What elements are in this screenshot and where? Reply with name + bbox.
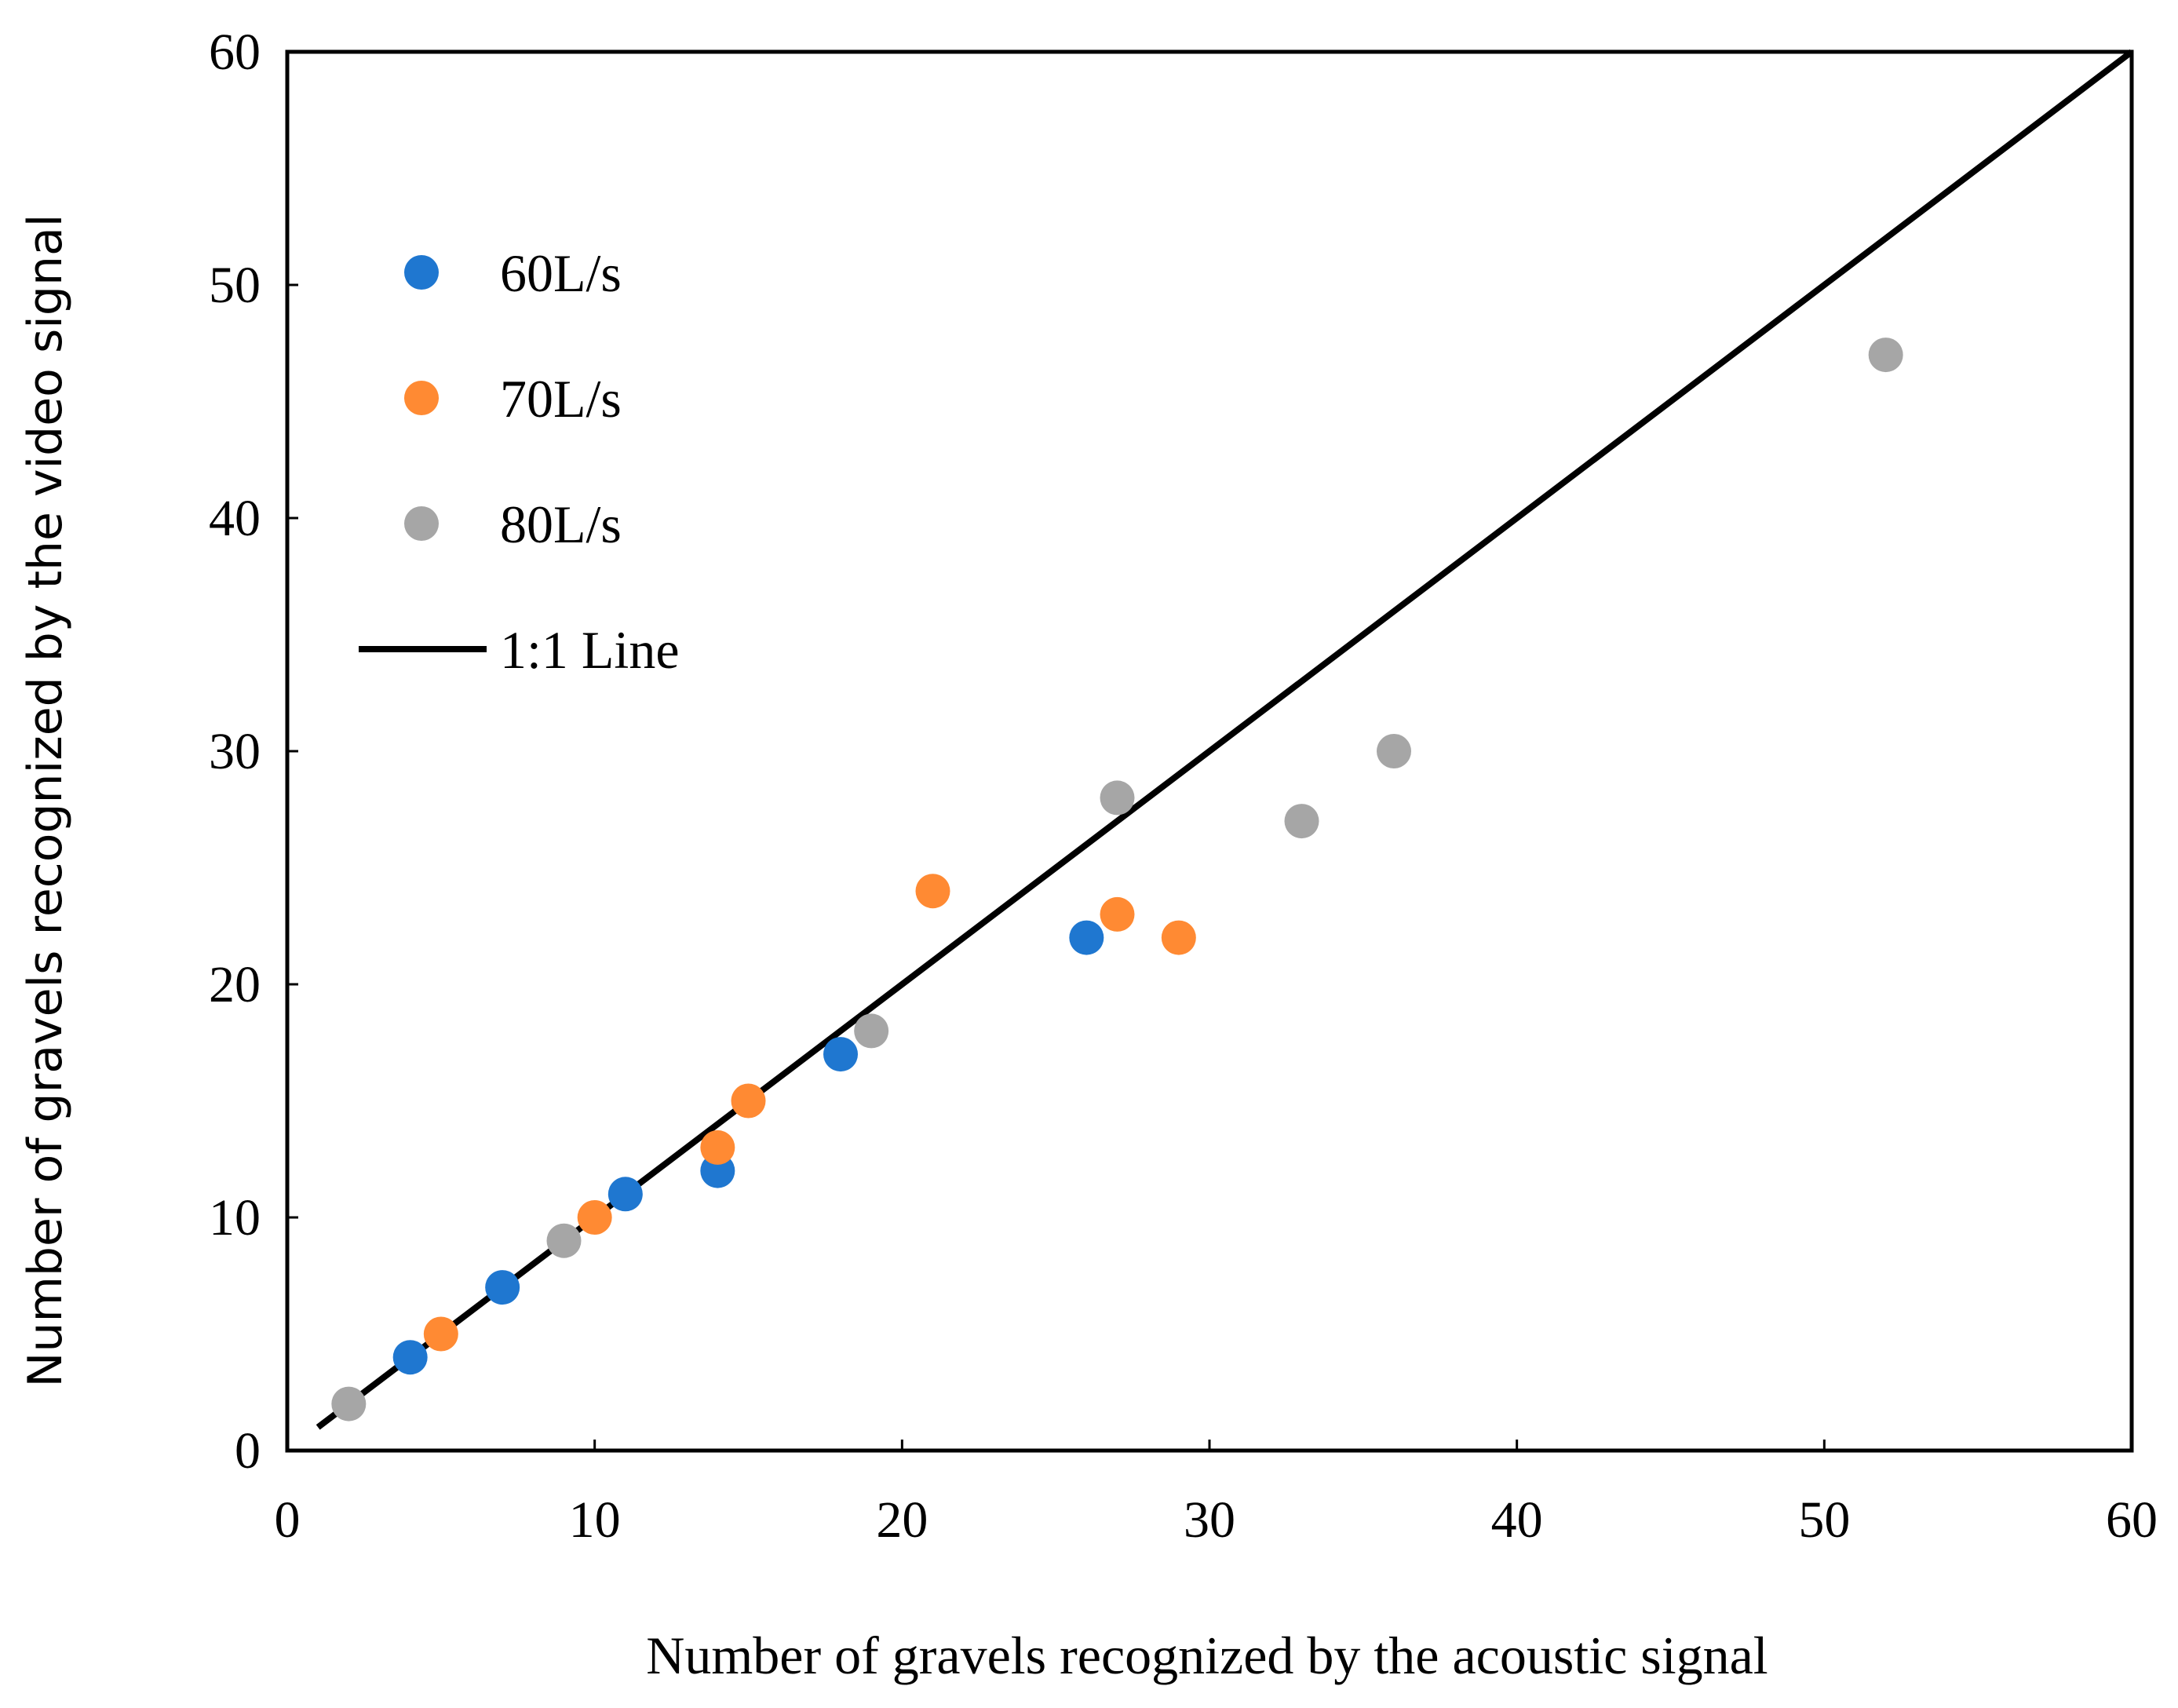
legend-label: 1:1 Line xyxy=(500,620,680,680)
legend-label: 60L/s xyxy=(500,243,622,303)
point-60ls xyxy=(607,1177,643,1212)
y-tick-label: 40 xyxy=(209,490,261,547)
point-80ls xyxy=(331,1386,367,1422)
legend-marker xyxy=(404,255,439,290)
y-tick-label: 30 xyxy=(209,723,261,780)
point-60ls xyxy=(1069,920,1104,955)
legend: 60L/s 70L/s 80L/s 1:1 Line xyxy=(359,243,680,680)
point-60ls xyxy=(392,1340,428,1375)
point-80ls xyxy=(1100,780,1135,816)
x-tick-label: 20 xyxy=(876,1491,928,1549)
point-80ls xyxy=(1868,338,1903,373)
point-70ls xyxy=(1161,920,1196,955)
y-tick-label: 0 xyxy=(235,1422,261,1480)
y-tick-label: 60 xyxy=(209,24,261,81)
legend-label: 80L/s xyxy=(500,495,622,554)
x-tick-label: 10 xyxy=(569,1491,621,1549)
point-70ls xyxy=(915,874,950,909)
point-80ls xyxy=(1284,804,1319,839)
x-axis-title: Number of gravels recognized by the acou… xyxy=(646,1626,1768,1685)
x-tick-label: 60 xyxy=(2106,1491,2158,1549)
point-70ls xyxy=(700,1130,735,1165)
point-80ls xyxy=(546,1223,582,1258)
point-70ls xyxy=(423,1316,458,1352)
x-tick-label: 50 xyxy=(1798,1491,1850,1549)
point-80ls xyxy=(1377,734,1411,768)
y-tick-label: 20 xyxy=(209,956,261,1013)
point-70ls xyxy=(577,1200,612,1235)
y-tick-label: 50 xyxy=(209,257,261,314)
x-tick-label: 40 xyxy=(1491,1491,1543,1549)
point-70ls xyxy=(1100,896,1135,932)
y-tick-label: 10 xyxy=(209,1189,261,1246)
x-tick-label: 30 xyxy=(1184,1491,1235,1549)
legend-label: 70L/s xyxy=(500,369,622,429)
point-80ls xyxy=(854,1013,889,1049)
legend-marker xyxy=(404,506,439,541)
point-70ls xyxy=(731,1083,766,1119)
legend-marker xyxy=(404,381,439,415)
point-60ls xyxy=(485,1270,520,1305)
point-60ls xyxy=(823,1037,858,1072)
y-axis-title: Number of gravels recognized by the vide… xyxy=(18,214,73,1388)
x-tick-label: 0 xyxy=(275,1491,301,1549)
